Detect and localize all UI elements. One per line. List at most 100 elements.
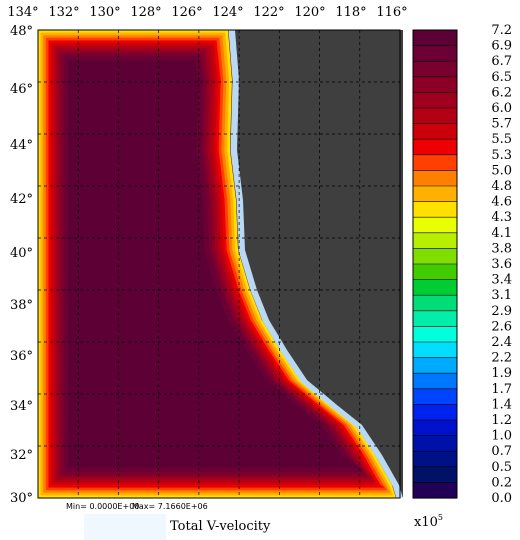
- lat-label-38: 38°: [10, 298, 33, 313]
- latitude-labels: 48° 46° 44° 42° 40° 38° 36° 34° 32° 30°: [10, 24, 33, 506]
- colorbar-label: 5.3: [491, 148, 512, 163]
- colorbar-label: 5.7: [491, 117, 512, 132]
- colorbar-label: 6.2: [491, 85, 512, 100]
- lat-label-34: 34°: [10, 399, 33, 414]
- colorbar-swatch: [413, 232, 457, 249]
- colorbar-swatches: [413, 30, 457, 499]
- map-panel: [37, 29, 404, 500]
- colorbar-swatch: [413, 310, 457, 327]
- min-value-text: Min= 0.0000E+00: [66, 502, 139, 511]
- colorbar-label: 5.5: [491, 132, 512, 147]
- lon-label-120: 120°: [294, 5, 325, 20]
- lat-label-42: 42°: [10, 192, 33, 207]
- colorbar-swatch: [413, 451, 457, 468]
- colorbar-label: 4.6: [491, 195, 512, 210]
- lon-label-132: 132°: [48, 5, 79, 20]
- scale-exponent: 5: [438, 513, 443, 522]
- colorbar-label: 0.7: [491, 444, 512, 459]
- colorbar-swatch: [413, 76, 457, 93]
- colorbar: 7.26.96.76.56.26.05.75.55.35.04.84.64.34…: [412, 23, 512, 506]
- colorbar-label: 3.1: [491, 288, 512, 303]
- land-polygon: [235, 30, 403, 498]
- colorbar-swatch: [413, 217, 457, 234]
- colorbar-swatch: [413, 248, 457, 265]
- velocity-field: [38, 30, 396, 498]
- colorbar-label: 4.3: [491, 210, 512, 225]
- scale-factor: x105: [414, 513, 443, 530]
- colorbar-swatch: [413, 61, 457, 78]
- colorbar-swatch: [413, 264, 457, 281]
- title-highlight: [84, 514, 166, 540]
- colorbar-swatch: [413, 435, 457, 452]
- colorbar-swatch: [413, 404, 457, 421]
- colorbar-swatch: [413, 279, 457, 296]
- colorbar-label: 3.8: [491, 241, 512, 256]
- colorbar-label: 7.2: [491, 23, 512, 38]
- colorbar-label: 6.5: [491, 70, 512, 85]
- colorbar-label: 4.1: [491, 226, 512, 241]
- colorbar-swatch: [413, 342, 457, 359]
- lat-label-40: 40°: [10, 246, 33, 261]
- lat-label-48: 48°: [10, 24, 33, 39]
- lat-label-44: 44°: [10, 138, 33, 153]
- lon-label-124: 124°: [212, 5, 243, 20]
- colorbar-swatch: [413, 30, 457, 47]
- colorbar-swatch: [413, 466, 457, 483]
- field-title: Total V-velocity: [170, 519, 271, 534]
- colorbar-label: 1.9: [491, 366, 512, 381]
- colorbar-label: 1.4: [491, 397, 512, 412]
- grid-lines: [38, 30, 400, 498]
- map-frame: [37, 29, 401, 499]
- colorbar-swatch: [413, 388, 457, 405]
- colorbar-label: 1.2: [491, 413, 512, 428]
- colorbar-label: 3.6: [491, 257, 512, 272]
- colorbar-label: 6.0: [491, 101, 512, 116]
- lon-label-130: 130°: [89, 5, 120, 20]
- colorbar-swatch: [413, 108, 457, 125]
- colorbar-swatch: [413, 123, 457, 140]
- colorbar-swatch: [413, 45, 457, 62]
- colorbar-label: 3.4: [491, 273, 512, 288]
- colorbar-swatch: [413, 92, 457, 109]
- colorbar-label: 2.4: [491, 335, 512, 350]
- scale-base: x10: [414, 515, 438, 530]
- lon-label-128: 128°: [130, 5, 161, 20]
- lat-label-30: 30°: [10, 491, 33, 506]
- lon-label-126: 126°: [171, 5, 202, 20]
- colorbar-frame: [412, 29, 458, 499]
- colorbar-label: 0.2: [491, 475, 512, 490]
- colorbar-swatch: [413, 420, 457, 437]
- lon-label-118: 118°: [335, 5, 366, 20]
- colorbar-swatch: [413, 154, 457, 171]
- lon-label-116: 116°: [376, 5, 407, 20]
- max-value-text: Max= 7.1660E+06: [132, 502, 208, 511]
- lon-label-122: 122°: [253, 5, 284, 20]
- colorbar-label: 0.5: [491, 460, 512, 475]
- colorbar-label: 2.6: [491, 319, 512, 334]
- colorbar-label: 6.7: [491, 54, 512, 69]
- colorbar-swatch: [413, 482, 457, 499]
- lon-label-134: 134°: [7, 5, 38, 20]
- colorbar-labels: 7.26.96.76.56.26.05.75.55.35.04.84.64.34…: [491, 23, 512, 506]
- colorbar-swatch: [413, 326, 457, 343]
- colorbar-swatch: [413, 139, 457, 156]
- colorbar-label: 1.7: [491, 382, 512, 397]
- colorbar-label: 5.0: [491, 163, 512, 178]
- colorbar-swatch: [413, 186, 457, 203]
- shoreline: [228, 29, 404, 500]
- colorbar-swatch: [413, 170, 457, 187]
- colorbar-label: 2.9: [491, 304, 512, 319]
- lat-label-32: 32°: [10, 448, 33, 463]
- longitude-labels: 134° 132° 130° 128° 126° 124° 122° 120° …: [7, 5, 407, 20]
- lat-label-36: 36°: [10, 349, 33, 364]
- colorbar-swatch: [413, 295, 457, 312]
- colorbar-swatch: [413, 201, 457, 218]
- colorbar-swatch: [413, 357, 457, 374]
- colorbar-label: 2.2: [491, 351, 512, 366]
- colorbar-label: 6.9: [491, 39, 512, 54]
- colorbar-swatch: [413, 373, 457, 390]
- velocity-core: [68, 60, 363, 468]
- colorbar-label: 0.0: [491, 491, 512, 506]
- colorbar-label: 4.8: [491, 179, 512, 194]
